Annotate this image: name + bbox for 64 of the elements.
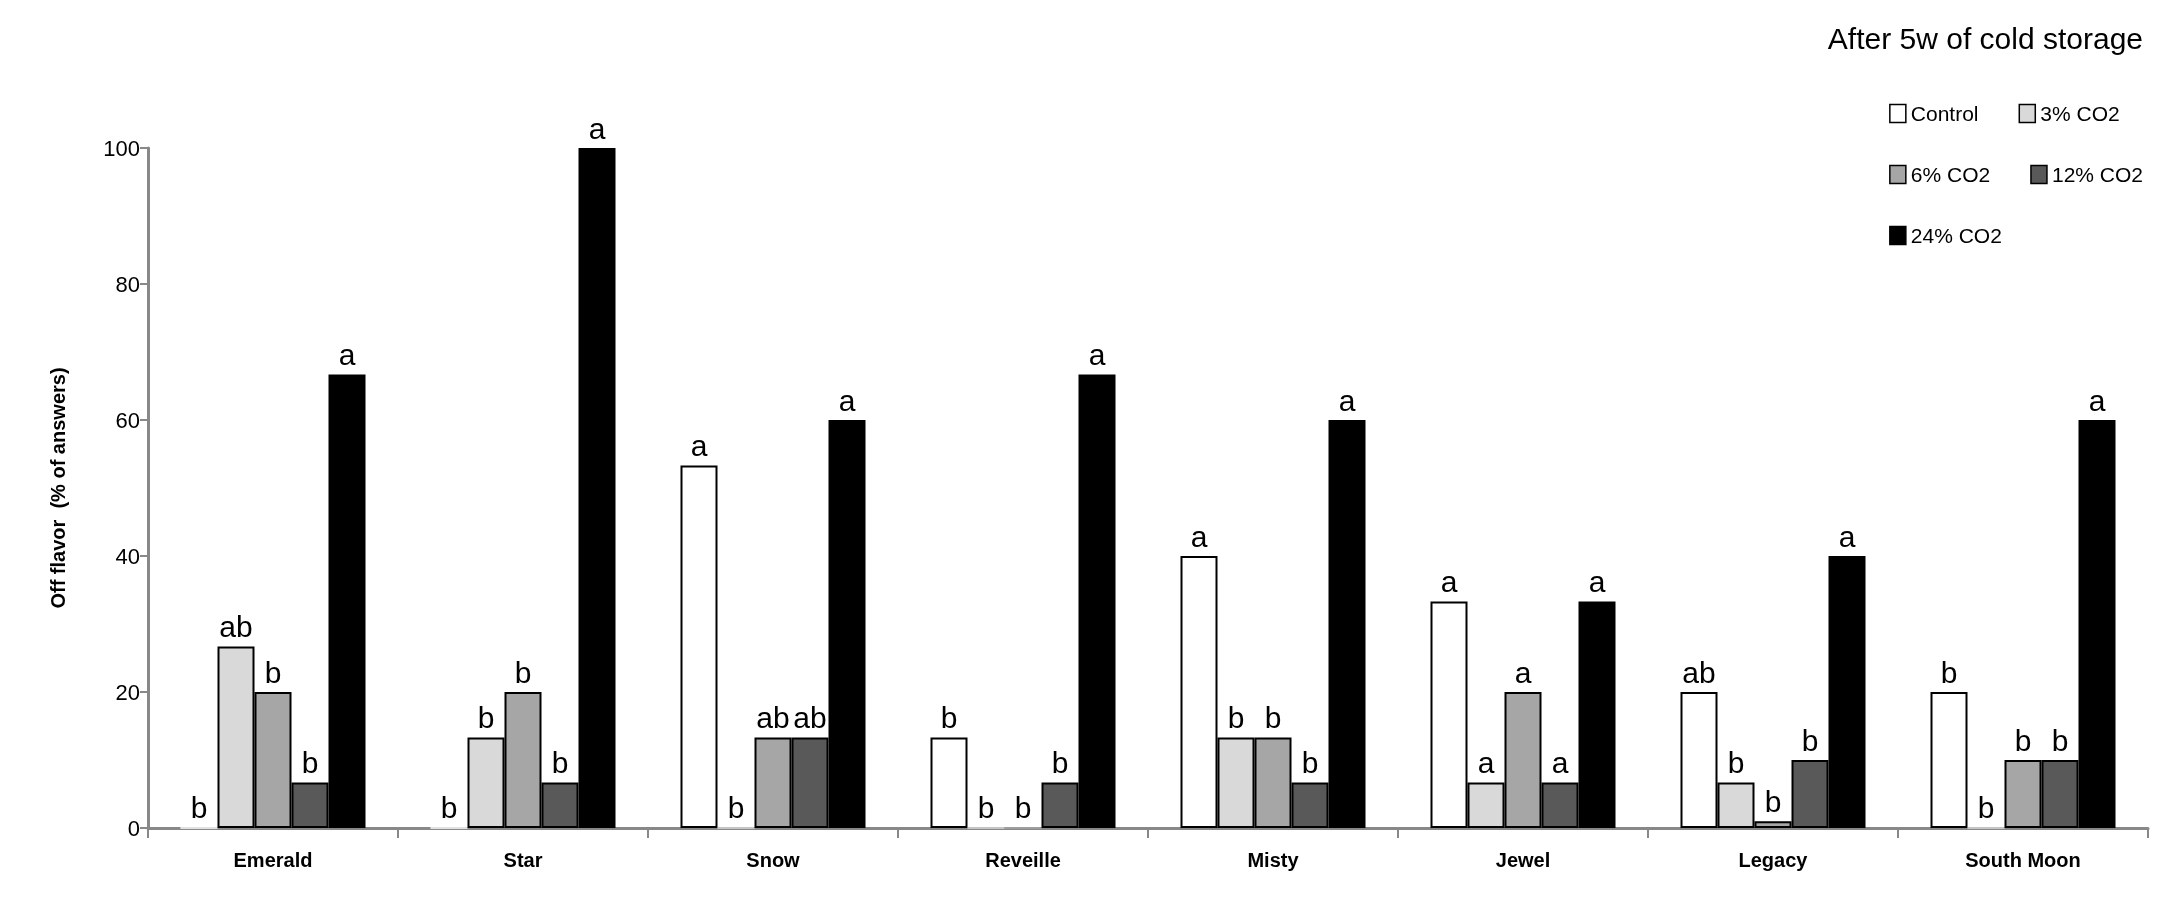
data-label: b: [977, 791, 995, 824]
data-label: b: [1940, 655, 1958, 689]
data-label: a: [1838, 519, 1856, 553]
data-label: ab: [219, 609, 253, 643]
data-label: ab: [793, 701, 827, 735]
data-label: b: [477, 701, 495, 735]
data-label: b: [440, 791, 458, 824]
data-label: a: [588, 111, 606, 145]
data-label: b: [264, 655, 282, 689]
data-label: a: [838, 383, 856, 417]
data-label: a: [1338, 383, 1356, 417]
y-tick-label: 0: [127, 815, 140, 841]
legend-label: 12% CO2: [2051, 163, 2143, 186]
data-label: a: [338, 337, 356, 371]
data-label: b: [1051, 745, 1069, 779]
data-label: b: [1227, 701, 1245, 735]
legend-label: 24% CO2: [1910, 224, 2002, 247]
bar: [930, 737, 968, 828]
data-label: a: [1551, 745, 1569, 779]
y-tick-label: 40: [115, 543, 140, 569]
data-label: b: [1764, 784, 1782, 818]
data-label: a: [690, 429, 708, 463]
y-tick-label: 100: [103, 135, 140, 161]
legend-label: 6% CO2: [1910, 163, 1991, 186]
data-label: b: [514, 655, 532, 689]
data-label: b: [1264, 701, 1282, 735]
data-label: a: [1190, 519, 1208, 553]
data-label: b: [301, 745, 319, 779]
data-label: a: [1088, 337, 1106, 371]
y-axis-title: Off flavor (% of answers): [47, 367, 69, 609]
data-label: a: [1477, 745, 1495, 779]
x-tick-label: Star: [503, 849, 543, 871]
x-tick-label: Misty: [1247, 849, 1300, 871]
x-tick-label: South Moon: [1965, 849, 2081, 871]
x-tick-label: Jewel: [1495, 849, 1551, 871]
data-label: b: [551, 745, 569, 779]
data-label: a: [2088, 383, 2106, 417]
bar: [1930, 692, 1968, 828]
data-label: b: [2014, 723, 2032, 757]
legend-label: 3% CO2: [2040, 102, 2120, 125]
data-label: b: [190, 791, 208, 824]
data-label: b: [940, 701, 958, 735]
data-label: b: [727, 791, 745, 824]
data-label: a: [1440, 565, 1458, 599]
data-label: ab: [1682, 655, 1716, 689]
x-tick-label: Reveille: [985, 849, 1061, 871]
data-label: b: [1301, 745, 1319, 779]
data-label: b: [2051, 723, 2069, 757]
data-label: b: [1977, 791, 1995, 824]
y-tick-label: 20: [115, 679, 140, 705]
x-tick-label: Snow: [746, 849, 801, 871]
data-label: b: [1014, 791, 1032, 824]
data-label: ab: [756, 701, 790, 735]
data-label: b: [1801, 723, 1819, 757]
legend-label: Control: [1910, 102, 1979, 125]
bar: [680, 465, 718, 828]
x-tick-label: Legacy: [1738, 849, 1809, 871]
y-tick-label: 80: [115, 271, 140, 297]
x-tick-label: Emerald: [233, 849, 313, 871]
data-label: b: [1727, 745, 1745, 779]
data-label: a: [1588, 565, 1606, 599]
data-label: a: [1514, 655, 1532, 689]
chart-title: After 5w of cold storage: [1827, 21, 2144, 55]
y-tick-label: 60: [115, 407, 140, 433]
